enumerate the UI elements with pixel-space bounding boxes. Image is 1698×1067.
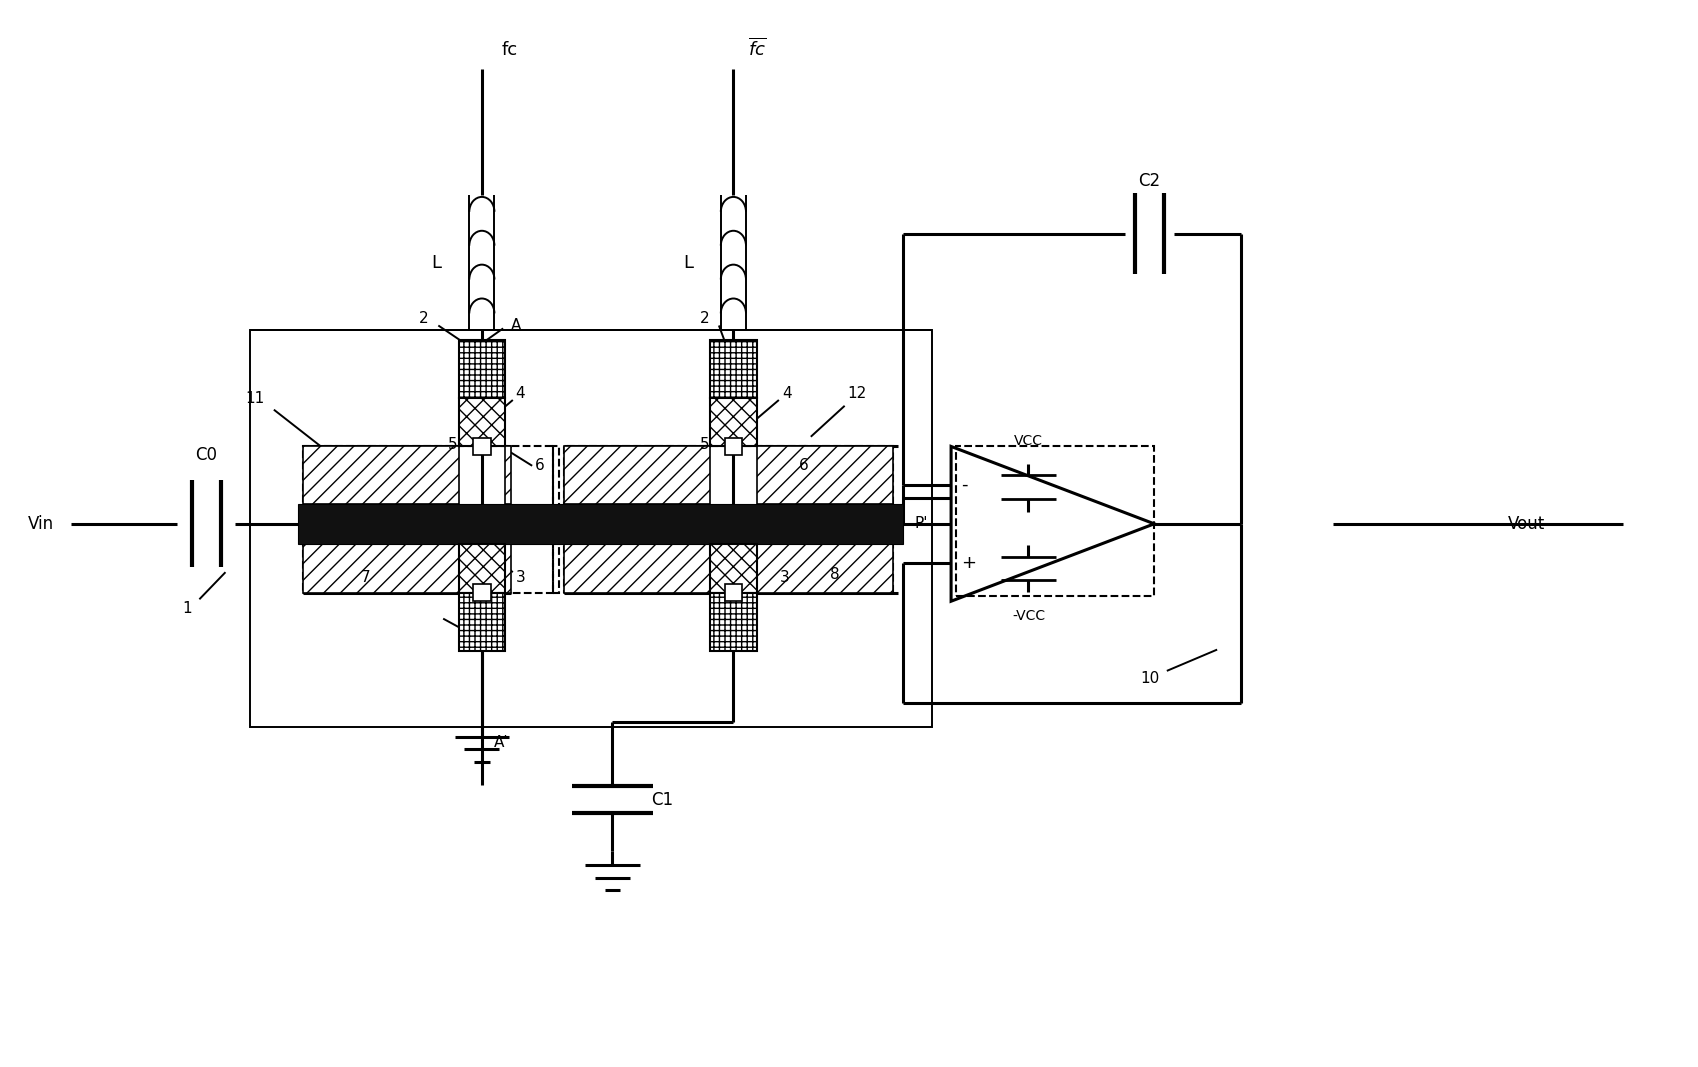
Bar xyxy=(504,544,511,592)
Text: L: L xyxy=(431,254,441,272)
Text: +: + xyxy=(959,554,975,572)
Text: 11: 11 xyxy=(245,391,263,405)
Bar xyxy=(458,340,504,398)
Bar xyxy=(458,398,504,446)
Text: 4: 4 xyxy=(781,385,791,401)
Bar xyxy=(956,446,1153,596)
Text: A: A xyxy=(511,318,521,333)
Bar xyxy=(710,592,756,651)
Bar xyxy=(554,446,559,592)
Bar xyxy=(756,544,893,592)
Text: 8: 8 xyxy=(830,567,839,582)
Text: 3: 3 xyxy=(779,570,790,585)
Bar xyxy=(805,446,893,592)
Text: 2: 2 xyxy=(419,312,428,327)
Text: 4: 4 xyxy=(516,385,525,401)
Bar xyxy=(725,437,742,456)
Text: 5: 5 xyxy=(448,437,457,452)
Bar xyxy=(564,544,710,592)
Bar xyxy=(458,544,504,592)
Text: 10: 10 xyxy=(1139,671,1158,686)
Text: 6: 6 xyxy=(535,459,545,474)
Bar xyxy=(710,544,756,592)
Bar xyxy=(302,446,554,592)
Text: C1: C1 xyxy=(650,791,672,809)
Text: $\overline{fc}$: $\overline{fc}$ xyxy=(747,37,766,60)
Bar xyxy=(302,544,458,592)
Bar xyxy=(472,437,491,456)
Text: -VCC: -VCC xyxy=(1012,609,1044,623)
Text: -: - xyxy=(959,476,966,494)
Text: C0: C0 xyxy=(195,446,217,464)
Text: 3: 3 xyxy=(516,570,525,585)
Text: L: L xyxy=(683,254,693,272)
Text: 5: 5 xyxy=(700,437,708,452)
Text: 7: 7 xyxy=(360,570,370,585)
Bar xyxy=(725,584,742,601)
Text: fc: fc xyxy=(501,42,516,60)
Text: P': P' xyxy=(914,516,927,531)
Text: 2: 2 xyxy=(700,312,708,327)
Text: Vin: Vin xyxy=(29,514,54,532)
Text: 12: 12 xyxy=(847,385,866,401)
Bar xyxy=(710,340,756,398)
Bar xyxy=(564,446,805,592)
Bar xyxy=(564,446,710,504)
Bar xyxy=(297,504,902,544)
Text: A': A' xyxy=(492,735,508,750)
Bar xyxy=(472,584,491,601)
Text: 6: 6 xyxy=(798,459,808,474)
Text: C2: C2 xyxy=(1138,172,1160,190)
Text: P: P xyxy=(304,516,312,531)
Bar xyxy=(756,446,893,504)
Bar xyxy=(302,446,458,504)
Text: VCC: VCC xyxy=(1014,434,1043,448)
Text: 1: 1 xyxy=(182,602,192,617)
Bar xyxy=(458,592,504,651)
Bar xyxy=(710,398,756,446)
Bar xyxy=(250,331,931,727)
Bar xyxy=(504,446,511,504)
Text: Vout: Vout xyxy=(1506,514,1543,532)
Text: 3: 3 xyxy=(467,631,477,646)
